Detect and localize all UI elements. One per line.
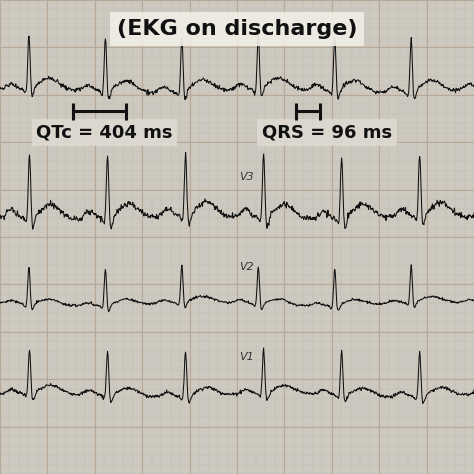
- Text: (EKG on discharge): (EKG on discharge): [117, 19, 357, 39]
- Text: V2: V2: [239, 262, 254, 272]
- Text: QTc = 404 ms: QTc = 404 ms: [36, 124, 173, 142]
- Text: QRS = 96 ms: QRS = 96 ms: [262, 124, 392, 142]
- Text: V1: V1: [239, 352, 254, 362]
- Text: V3: V3: [239, 172, 254, 182]
